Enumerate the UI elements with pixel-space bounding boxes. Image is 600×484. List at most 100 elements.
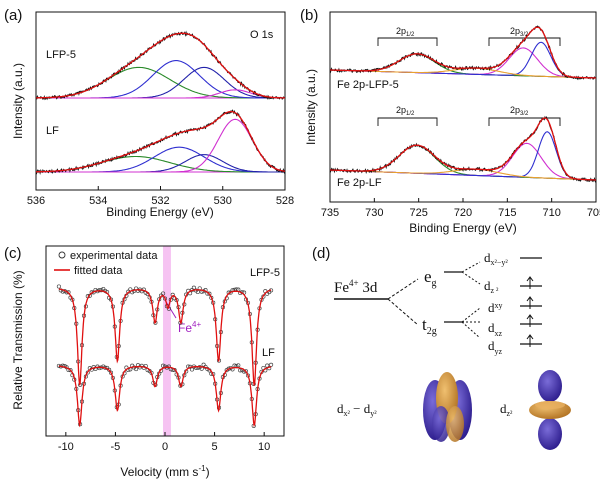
panel-a-sample-lf: LF (46, 125, 59, 137)
panel-a-ticks: 536 534 532 530 528 (27, 186, 294, 207)
panel-b: (b) 2p1/2 2p3/2 2p1/2 2p3/2 Fe 2p-LFP-5 … (300, 7, 600, 235)
x-tick-label: -5 (111, 441, 121, 453)
fitted-envelope (330, 26, 596, 79)
experimental-point (134, 367, 139, 372)
split-t2g-3 (461, 321, 481, 339)
highlight-band (163, 246, 171, 436)
x-tick-label: 715 (498, 207, 516, 219)
orbital-label-dz2: dz² (500, 401, 513, 418)
dxy-label: dxy (488, 300, 503, 315)
x-tick-label: 735 (321, 207, 339, 219)
x-tick-label: 720 (454, 207, 472, 219)
x-tick-label: 536 (27, 195, 45, 207)
dxz-label: dxz (488, 320, 503, 338)
x-tick-label: 5 (212, 441, 218, 453)
experimental-point (108, 370, 114, 375)
legend-experimental: experimental data (70, 250, 158, 262)
panel-c-sample-lfp5: LFP-5 (250, 267, 280, 279)
panel-c-ylabel: Relative Transmission (%) (11, 270, 25, 409)
orbital-dx2-dy2-picture (423, 372, 472, 442)
panel-a-label: (a) (4, 7, 22, 24)
split-eg-2 (461, 271, 481, 285)
panel-b-label: (b) (300, 7, 318, 24)
fe4-annotation: Fe4+ (178, 320, 201, 335)
panel-c-xlabel: Velocity (mm s-1) (120, 464, 209, 479)
panel-a: (a) O 1s LFP-5 LF 536 534 532 530 528 Bindin… (4, 7, 294, 219)
eg-label: eg (424, 267, 437, 289)
experimental-point (97, 288, 102, 293)
experimental-point (85, 370, 90, 375)
panel-b-xlabel: Binding Energy (eV) (409, 221, 516, 235)
fit-component (36, 118, 286, 173)
x-tick-label: 705 (587, 207, 600, 219)
dxz-spin-up-icon (526, 314, 534, 327)
t2g-label: t2g (422, 315, 437, 337)
legend-fitted: fitted data (74, 265, 123, 277)
experimental-point (166, 364, 171, 369)
experimental-point (243, 369, 249, 374)
split-line-eg (387, 278, 419, 300)
experimental-point (269, 362, 274, 367)
fit-component (36, 89, 286, 99)
x-tick-label: 725 (409, 207, 427, 219)
experimental-point (201, 362, 206, 367)
panel-c-sample-lf: LF (262, 347, 275, 359)
x-tick-label: 530 (214, 195, 232, 207)
experimental-point (107, 367, 112, 372)
fitted-spectrum (58, 365, 272, 428)
dx2y2-label: dx²−y² (484, 250, 508, 267)
panel-d-label: (d) (312, 245, 330, 262)
panel-b-ylabel: Intensity (a.u.) (304, 69, 318, 145)
panel-b-sample-lf: Fe 2p-LF (337, 177, 382, 189)
panel-a-xlabel: Binding Energy (eV) (106, 205, 213, 219)
fit-component (35, 66, 285, 99)
experimental-point (207, 291, 212, 296)
x-tick-label: 710 (542, 207, 560, 219)
panel-b-annot-lower (377, 117, 561, 126)
experimental-point (189, 367, 195, 372)
x-tick-label: -10 (58, 441, 74, 453)
experimental-point (161, 363, 166, 368)
legend-marker-experimental (58, 251, 66, 259)
panel-c-ticks: -10 -5 0 5 10 (58, 432, 270, 453)
panel-a-ylabel: Intensity (a.u.) (11, 63, 25, 139)
fit-component (36, 66, 285, 99)
fitted-envelope (36, 32, 285, 99)
dyz-label: dyz (488, 338, 503, 356)
dxy-spin-up-icon (526, 296, 534, 309)
x-tick-label: 528 (276, 195, 294, 207)
fe-3d-label: Fe4+ 3d (334, 278, 378, 296)
dz2-label: dz ² (484, 278, 499, 295)
fitted-envelope (36, 110, 286, 173)
split-line-t2g (387, 298, 419, 326)
annot-2p32-upper: 2p3/2 (510, 26, 529, 38)
panel-c-curves (56, 284, 274, 428)
experimental-point (68, 368, 73, 373)
experimental-spectrum (35, 109, 286, 176)
panel-a-sample-lfp5: LFP-5 (46, 49, 76, 61)
x-tick-label: 532 (151, 195, 169, 207)
panel-b-curves (329, 25, 597, 183)
x-tick-label: 0 (162, 441, 168, 453)
dz2-spin-up-icon (526, 276, 534, 289)
panel-c-label: (c) (4, 245, 22, 262)
annot-2p12-upper: 2p1/2 (396, 26, 415, 38)
fitted-spectrum (58, 288, 272, 386)
split-eg-1 (461, 261, 481, 273)
panel-b-sample-lfp5: Fe 2p-LFP-5 (337, 79, 399, 91)
experimental-point (97, 366, 102, 371)
panel-d: (d) Fe4+ 3d eg dx²−y² dz ² t2g dxy dxz d… (312, 245, 571, 450)
fitted-envelope (330, 117, 596, 181)
fit-component (329, 131, 597, 181)
experimental-point (56, 284, 61, 289)
panel-a-curves (35, 30, 286, 176)
panel-b-annot-upper (377, 37, 561, 46)
experimental-point (191, 285, 196, 290)
experimental-spectrum (35, 30, 286, 101)
panel-b-frame (329, 11, 597, 203)
experimental-point (172, 368, 177, 373)
orbital-dz2-picture (529, 370, 571, 450)
panel-b-ticks: 735 730 725 720 715 710 705 (321, 198, 600, 219)
